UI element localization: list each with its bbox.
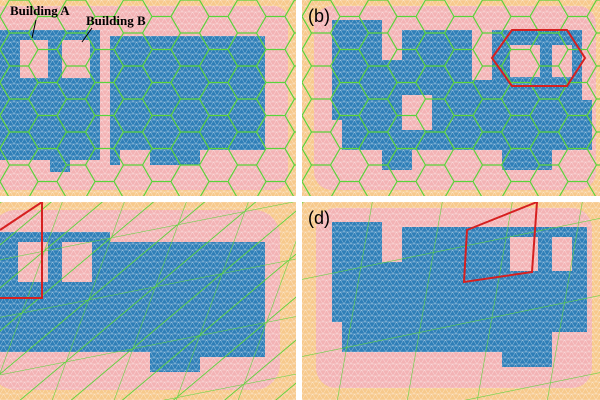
- panel-a: Building A Building B: [0, 0, 296, 196]
- panel-d: (d): [302, 202, 600, 400]
- panel-c: [0, 202, 296, 400]
- panel-label: (d): [308, 208, 330, 228]
- panel-b: (b): [302, 0, 600, 196]
- building-label: Building B: [86, 13, 146, 28]
- building-label: Building A: [10, 3, 70, 18]
- panel-label: (b): [308, 6, 330, 26]
